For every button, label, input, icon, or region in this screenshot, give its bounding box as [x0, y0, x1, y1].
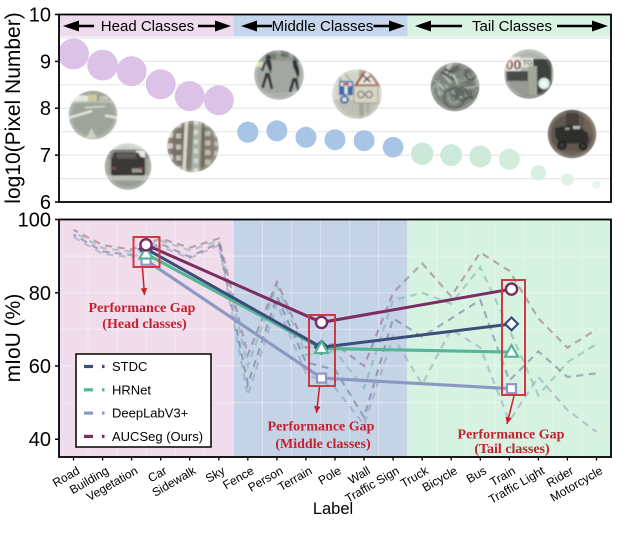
svg-text:80: 80	[29, 283, 51, 305]
svg-text:100: 100	[18, 210, 51, 232]
svg-text:8: 8	[40, 98, 51, 120]
svg-text:(Middle classes): (Middle classes)	[275, 437, 371, 452]
svg-text:Tail Classes: Tail Classes	[472, 18, 552, 35]
svg-text:DeepLabV3+: DeepLabV3+	[112, 406, 188, 421]
svg-text:log10(Pixel Number): log10(Pixel Number)	[2, 12, 25, 203]
svg-text:10: 10	[29, 5, 51, 27]
svg-text:Middle Classes: Middle Classes	[272, 18, 374, 35]
svg-text:(Tail classes): (Tail classes)	[474, 442, 550, 457]
svg-text:40: 40	[29, 429, 51, 451]
svg-text:(Head classes): (Head classes)	[102, 317, 187, 332]
svg-text:9: 9	[40, 51, 51, 73]
svg-text:STDC: STDC	[112, 359, 147, 374]
svg-text:Performance Gap: Performance Gap	[268, 420, 375, 435]
svg-text:Performance Gap: Performance Gap	[89, 301, 196, 316]
svg-text:Performance Gap: Performance Gap	[458, 428, 565, 443]
svg-text:7: 7	[40, 145, 51, 167]
svg-text:AUCSeg (Ours): AUCSeg (Ours)	[112, 429, 203, 444]
svg-text:HRNet: HRNet	[112, 382, 151, 397]
svg-text:Head Classes: Head Classes	[101, 18, 194, 35]
svg-text:60: 60	[29, 356, 51, 378]
svg-text:6: 6	[40, 192, 51, 214]
svg-text:mIoU (%): mIoU (%)	[2, 294, 25, 383]
svg-text:Label: Label	[313, 500, 353, 518]
